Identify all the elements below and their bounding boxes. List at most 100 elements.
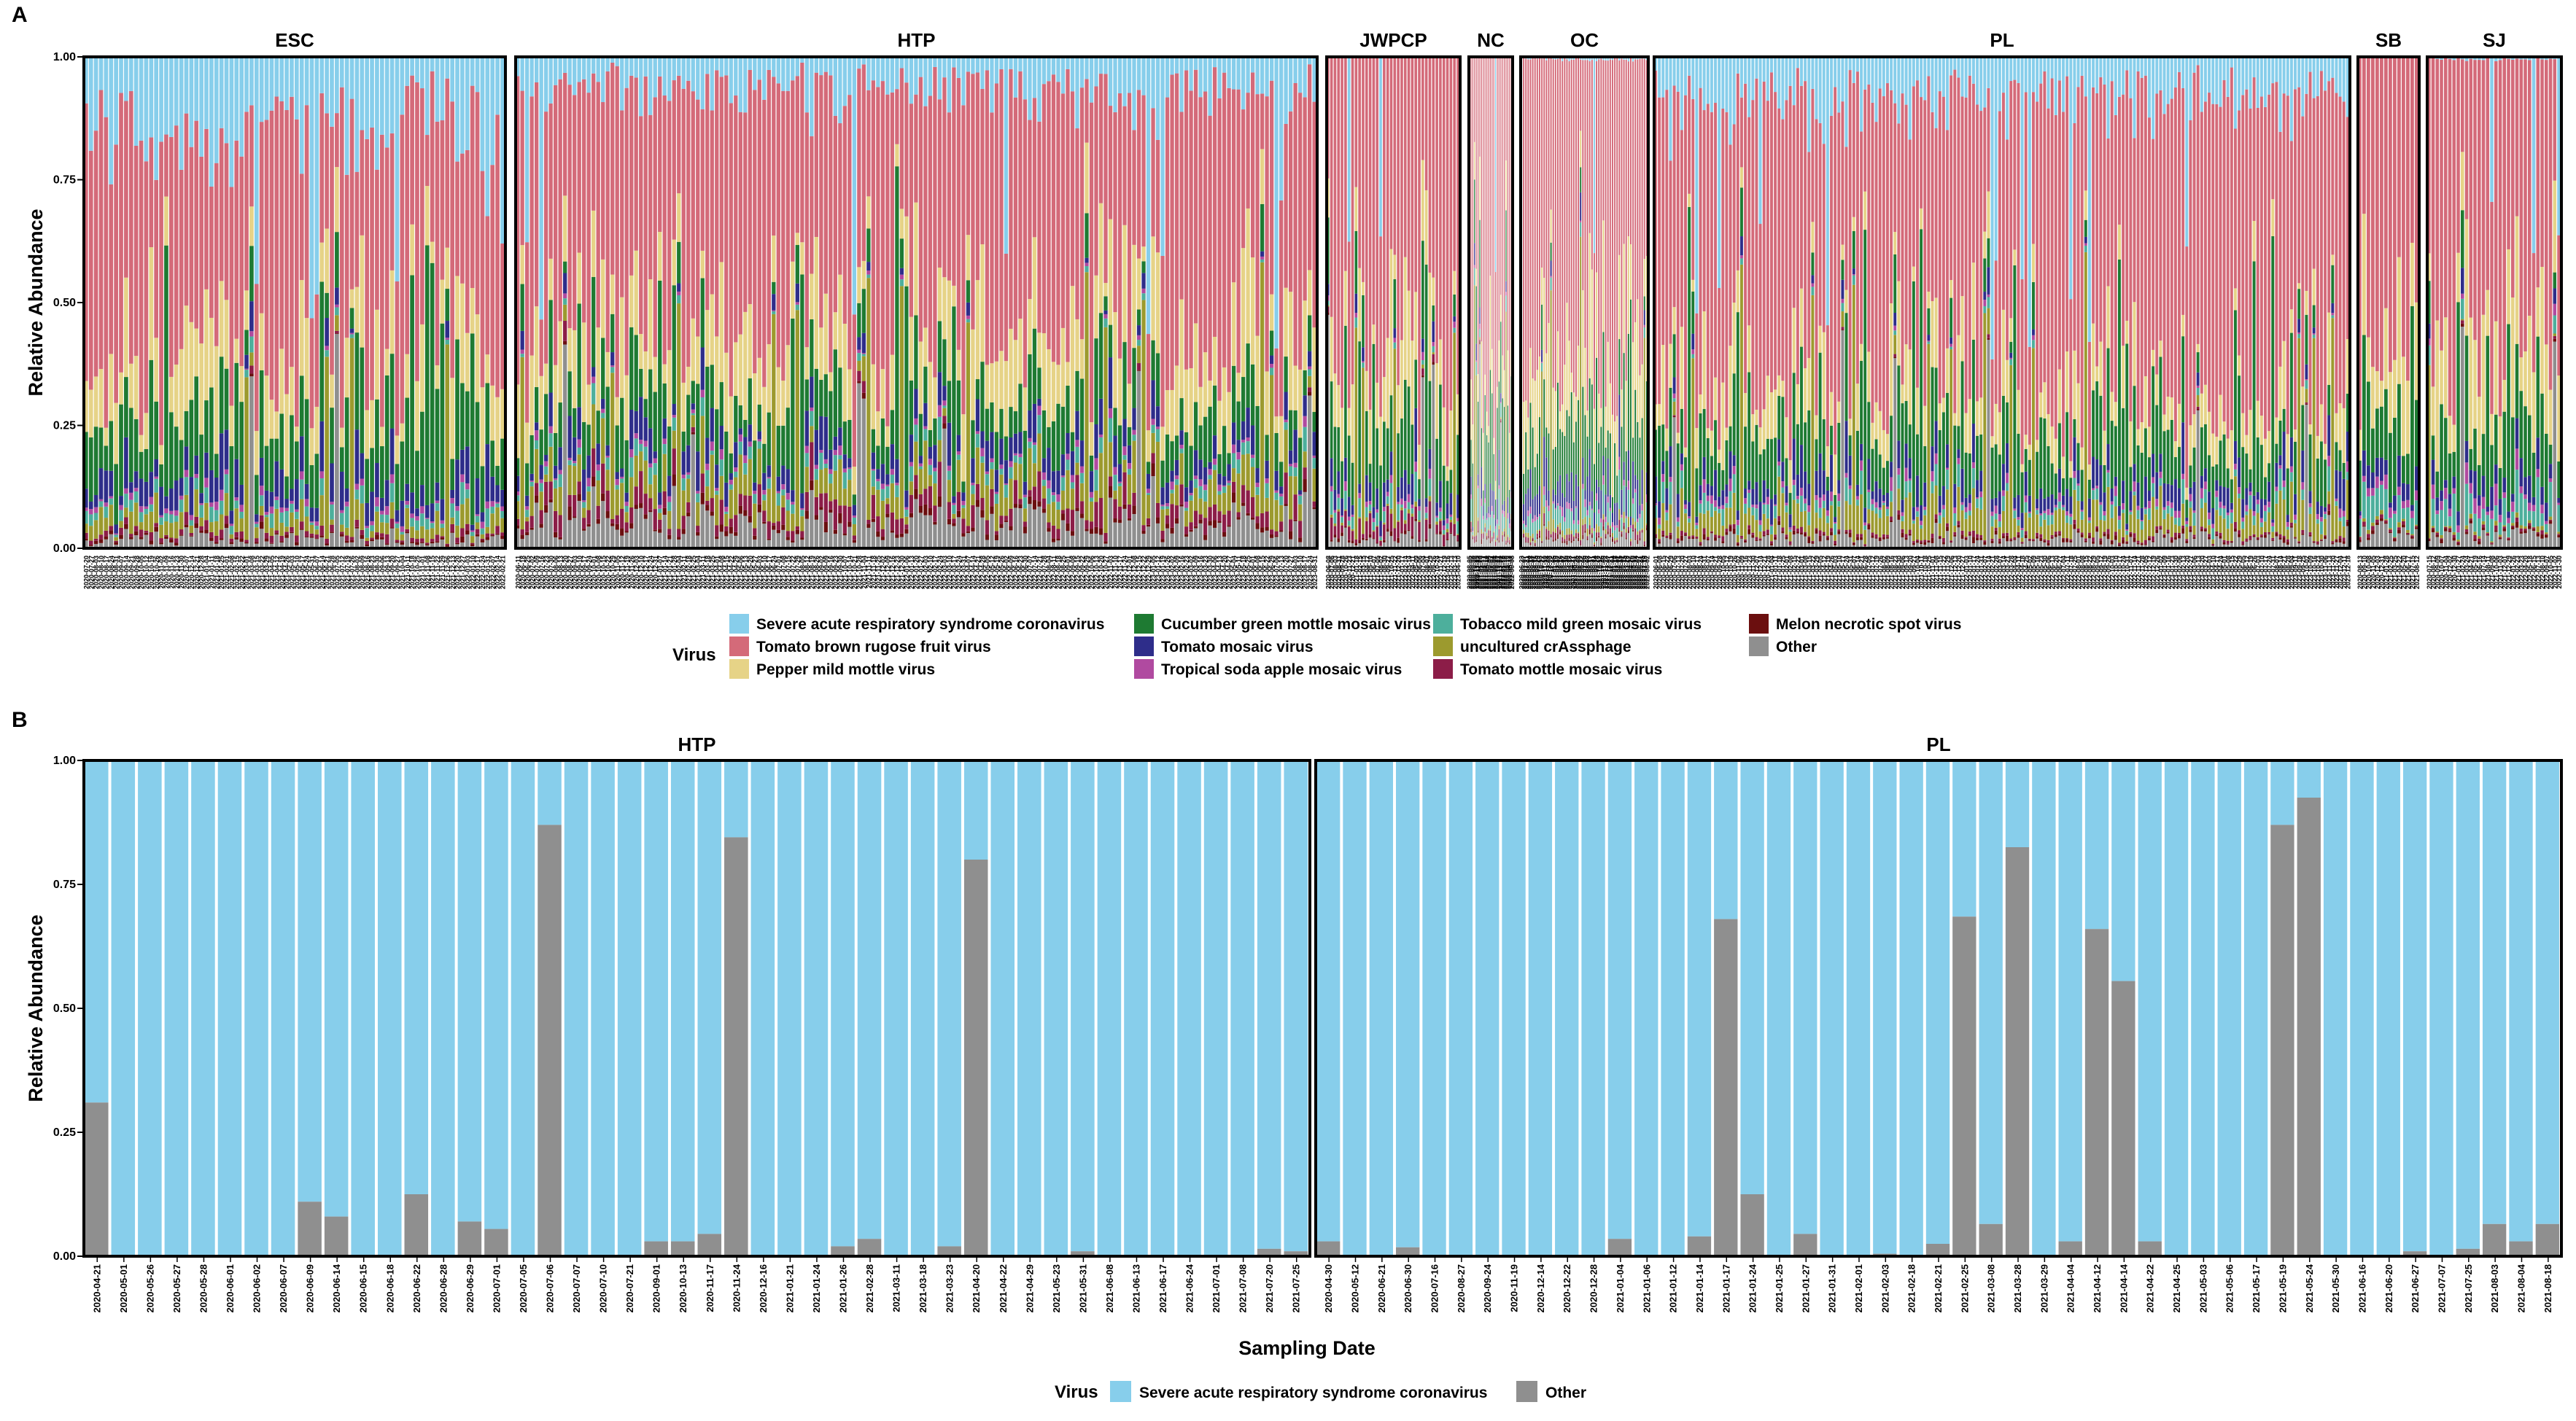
panel-a-x-tick-label: 2020-09-07 <box>118 556 125 589</box>
bar-segment-tomato-mosaic-virus <box>1312 432 1316 456</box>
bar-segment-tomato-mosaic-virus <box>1672 377 1676 394</box>
bar-segment-tobacco-mild-green-mosaic-virus <box>1500 403 1502 418</box>
bar-segment-melon-necrotic-spot-virus <box>1094 526 1098 534</box>
bar-segment-tomato-mottle-mosaic-virus <box>643 494 648 515</box>
stacked-bar <box>384 57 389 548</box>
bar-segment-tomato-brown-rugose-fruit-virus <box>956 77 961 350</box>
stacked-bar <box>330 57 334 548</box>
bar-segment-tomato-mottle-mosaic-virus <box>1645 525 1648 528</box>
bar-segment-severe-acute-respiratory-syndrome-coronavirus <box>325 57 329 114</box>
panel-a-x-tick-label: 2023-07-20 <box>1283 556 1290 589</box>
bar-segment-tobacco-mild-green-mosaic-virus <box>1203 490 1208 502</box>
panel-a-x-tick-label: 2021-07-12 <box>338 556 346 589</box>
panel-a-x-tick-label: 2022-03-03 <box>942 556 949 589</box>
bar-segment-melon-necrotic-spot-virus <box>885 513 890 518</box>
panel-a-x-tick-label: 2021-10-04 <box>399 556 406 589</box>
bar-segment-other <box>1479 344 1481 548</box>
panel-a-x-tick-label: 2022-01-18 <box>1612 556 1619 589</box>
bar-segment-cucumber-green-mottle-mosaic-virus <box>1486 435 1488 513</box>
bar-segment-tomato-brown-rugose-fruit-virus <box>1165 97 1170 391</box>
panel-a-x-tick-label: 2022-11-24 <box>1122 556 1129 589</box>
bar-segment-melon-necrotic-spot-virus <box>529 527 534 530</box>
stacked-bar <box>290 57 294 548</box>
bar-segment-cucumber-green-mottle-mosaic-virus <box>1504 407 1505 501</box>
bar-segment-tobacco-mild-green-mosaic-virus <box>1414 471 1418 502</box>
bar-segment-melon-necrotic-spot-virus <box>1539 535 1540 538</box>
stacked-bar <box>154 57 159 548</box>
bar-segment-pepper-mild-mottle-virus <box>757 357 761 405</box>
bar-segment-tomato-mosaic-virus <box>1344 457 1347 482</box>
bar-segment-other <box>144 534 149 548</box>
stacked-bar <box>781 57 785 548</box>
bar-segment-tropical-soda-apple-mosaic-virus <box>1269 364 1274 368</box>
bar-segment-uncultured-crassphage <box>1435 521 1438 525</box>
bar-segment-cucumber-green-mottle-mosaic-virus <box>966 280 971 303</box>
bar-segment-tobacco-mild-green-mosaic-virus <box>1117 483 1122 486</box>
bar-segment-tomato-mosaic-virus <box>1004 460 1009 484</box>
bar-segment-melon-necrotic-spot-virus <box>344 540 349 543</box>
bar-segment-melon-necrotic-spot-virus <box>1661 534 1665 537</box>
bar-segment-tomato-brown-rugose-fruit-virus <box>1414 57 1418 292</box>
facet-border <box>1467 55 1514 550</box>
bar-segment-cucumber-green-mottle-mosaic-virus <box>1341 461 1343 499</box>
bar-segment-pepper-mild-mottle-virus <box>1607 341 1609 431</box>
bar-segment-severe-acute-respiratory-syndrome-coronavirus <box>677 57 681 76</box>
bar-segment-tomato-brown-rugose-fruit-virus <box>1541 58 1543 268</box>
bar-segment-tomato-mottle-mosaic-virus <box>1269 529 1274 534</box>
bar-segment-uncultured-crassphage <box>871 486 876 495</box>
bar-segment-tomato-mosaic-virus <box>274 461 279 497</box>
bar-segment-tropical-soda-apple-mosaic-virus <box>304 499 309 507</box>
stacked-bar <box>184 57 189 548</box>
bar-segment-pepper-mild-mottle-virus <box>1658 404 1661 426</box>
stacked-bar <box>1568 57 1570 548</box>
bar-segment-other <box>168 542 174 548</box>
bar-segment-tropical-soda-apple-mosaic-virus <box>1566 502 1568 509</box>
bar-segment-tropical-soda-apple-mosaic-virus <box>1578 520 1580 525</box>
bar-segment-pepper-mild-mottle-virus <box>1424 190 1428 265</box>
bar-segment-cucumber-green-mottle-mosaic-virus <box>259 370 264 458</box>
bar-segment-tomato-brown-rugose-fruit-virus <box>1203 91 1208 353</box>
bar-segment-pepper-mild-mottle-virus <box>942 277 947 340</box>
bar-segment-tomato-mosaic-virus <box>1669 446 1672 478</box>
panel-a-x-tick-label: 2020-10-26 <box>1342 556 1349 589</box>
stacked-bar <box>1605 57 1607 548</box>
bar-segment-pepper-mild-mottle-virus <box>885 426 890 447</box>
stacked-bar <box>724 57 729 548</box>
bar-segment-tomato-brown-rugose-fruit-virus <box>1479 57 1481 157</box>
bar-segment-cucumber-green-mottle-mosaic-virus <box>1122 342 1127 419</box>
bar-segment-other <box>1047 532 1051 548</box>
panel-a-x-tick-label: 2022-10-06 <box>1088 556 1095 589</box>
bar-segment-tomato-brown-rugose-fruit-virus <box>819 75 823 328</box>
stacked-bar <box>149 57 154 548</box>
bar-segment-tobacco-mild-green-mosaic-virus <box>1400 504 1403 508</box>
bar-segment-tropical-soda-apple-mosaic-virus <box>1580 220 1582 223</box>
bar-segment-tomato-mosaic-virus <box>1393 328 1397 338</box>
bar-segment-tobacco-mild-green-mosaic-virus <box>104 506 109 518</box>
bar-segment-tropical-soda-apple-mosaic-virus <box>1424 507 1428 513</box>
panel-a-x-tick-label: 2022-04-12 <box>1625 556 1632 589</box>
bar-segment-tomato-mottle-mosaic-virus <box>84 532 88 539</box>
bar-segment-severe-acute-respiratory-syndrome-coronavirus <box>923 57 928 106</box>
bar-segment-other <box>904 533 909 548</box>
bar-segment-cucumber-green-mottle-mosaic-virus <box>1421 241 1424 339</box>
stacked-bar <box>1208 57 1212 548</box>
bar-segment-uncultured-crassphage <box>662 453 667 491</box>
bar-segment-tomato-mottle-mosaic-virus <box>1695 536 1699 539</box>
bar-segment-pepper-mild-mottle-virus <box>485 354 490 384</box>
bar-segment-tomato-brown-rugose-fruit-virus <box>838 123 842 275</box>
panel-a-x-tick-label: 2021-06-09 <box>1486 556 1493 589</box>
bar-segment-melon-necrotic-spot-virus <box>1672 416 1676 418</box>
bar-segment-other <box>1255 529 1260 548</box>
bar-segment-tomato-mottle-mosaic-virus <box>354 519 360 527</box>
stacked-bar <box>753 57 757 548</box>
bar-segment-pepper-mild-mottle-virus <box>1645 256 1648 381</box>
bar-segment-tomato-mosaic-virus <box>259 457 264 486</box>
panel-a-y-tick-label: 0.50 <box>53 297 76 309</box>
bar-segment-tobacco-mild-green-mosaic-virus <box>1376 513 1379 526</box>
bar-segment-tomato-brown-rugose-fruit-virus <box>1146 334 1151 431</box>
stacked-bar <box>144 57 149 548</box>
bar-segment-tropical-soda-apple-mosaic-virus <box>1347 516 1351 521</box>
bar-segment-uncultured-crassphage <box>785 510 790 532</box>
bar-segment-uncultured-crassphage <box>1393 349 1397 529</box>
bar-segment-pepper-mild-mottle-virus <box>1293 365 1297 410</box>
